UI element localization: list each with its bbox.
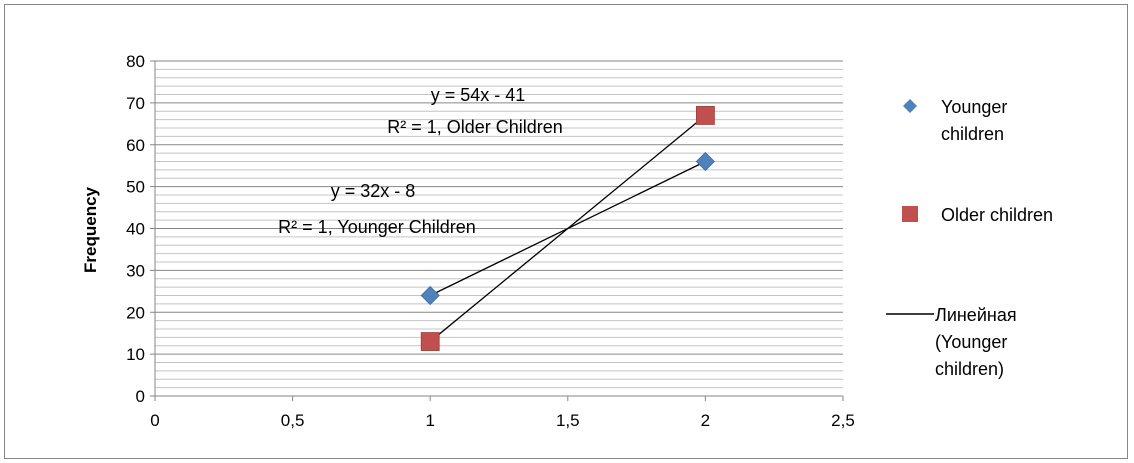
y-tick-label: 60 <box>126 136 145 155</box>
gridlines <box>155 60 843 389</box>
legend-marker-square-icon <box>902 206 918 222</box>
legend-label: Younger <box>941 97 1007 117</box>
y-tick-label: 40 <box>126 220 145 239</box>
x-tick-label: 0 <box>150 411 159 430</box>
data-point-younger <box>420 285 440 306</box>
y-axis-label: Frequency <box>81 186 100 273</box>
legend-label: Older children <box>941 205 1053 225</box>
trendline <box>429 114 706 343</box>
y-axis-label-group: Frequency <box>81 186 100 273</box>
r-squared-label: R² = 1, Older Children <box>387 117 563 137</box>
y-tick-label: 70 <box>126 94 145 113</box>
legend-label: (Younger <box>935 332 1007 352</box>
data-point-older <box>696 106 715 125</box>
chart-frame <box>4 4 1128 459</box>
legend-label: children) <box>935 359 1004 379</box>
x-tick-label: 1,5 <box>556 411 580 430</box>
legend-label: children <box>941 124 1004 144</box>
axes: 0 10 20 30 40 50 60 70 80 0 0,5 1 1,5 2 2,5 <box>126 52 855 430</box>
y-tick-label: 10 <box>126 345 145 364</box>
r-squared-label: R² = 1, Younger Children <box>278 217 476 237</box>
legend-label: Линейная <box>935 305 1017 325</box>
equation-label: y = 32x - 8 <box>331 181 416 201</box>
legend: Younger children Older children Линейная (Yo… <box>886 97 1053 379</box>
equation-label: y = 54x - 41 <box>431 85 526 105</box>
x-tick-label: 2,5 <box>831 411 855 430</box>
x-tick-label: 2 <box>701 411 710 430</box>
y-tick-label: 20 <box>126 303 145 322</box>
y-tick-label: 80 <box>126 52 145 71</box>
trendlines <box>429 114 706 343</box>
annotations: y = 54x - 41 R² = 1, Older Children y = 32… <box>278 85 563 237</box>
y-tick-label: 30 <box>126 261 145 280</box>
y-tick-label: 0 <box>136 387 145 406</box>
legend-marker-diamond-icon <box>903 99 917 113</box>
data-point-older <box>420 332 440 351</box>
data-points <box>420 106 715 351</box>
data-point-younger <box>695 151 715 172</box>
x-tick-label: 0,5 <box>281 411 305 430</box>
x-tick-label: 1 <box>425 411 434 430</box>
y-tick-label: 50 <box>126 178 145 197</box>
